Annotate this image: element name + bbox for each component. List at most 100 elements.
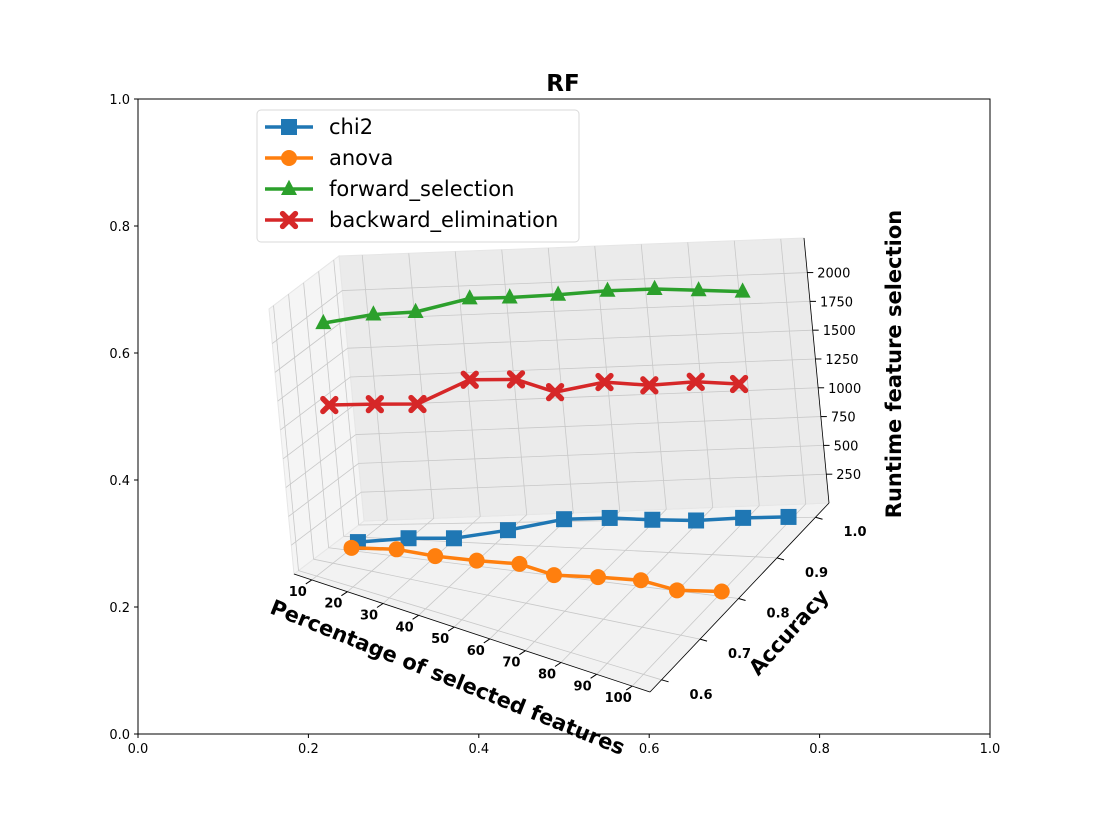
x-tick-label: 50 — [431, 632, 449, 647]
data-point-anova — [427, 548, 444, 565]
x-tick-label: 80 — [538, 668, 556, 683]
grid-line — [273, 305, 299, 571]
data-point-chi2 — [400, 530, 417, 547]
data-point-chi2 — [644, 511, 661, 528]
back-pane — [338, 237, 830, 522]
x-marker-stroke — [320, 395, 339, 415]
bg-y-tick-label: 1.0 — [109, 93, 130, 108]
data-point-anova — [668, 582, 685, 599]
x-tick-label: 30 — [360, 609, 378, 624]
x-tick-mark — [554, 662, 562, 667]
grid-line — [274, 319, 346, 373]
grid-line — [353, 387, 819, 407]
x-marker-stroke — [506, 370, 526, 389]
data-point-forward-selection — [365, 305, 382, 321]
series-line-anova — [351, 546, 722, 594]
z-tick-label: 250 — [836, 468, 861, 483]
data-point-backward-elimination — [595, 372, 614, 392]
data-point-forward-selection — [550, 285, 567, 301]
data-point-anova — [713, 583, 730, 600]
z-axis-label: Runtime feature selection — [882, 210, 906, 518]
legend-marker-backward-elimination — [279, 210, 299, 230]
data-point-chi2 — [445, 530, 462, 547]
y-tick-mark — [776, 557, 785, 561]
series-forward-selection — [315, 279, 751, 330]
z-tick-label: 750 — [831, 411, 856, 426]
series-line-backward-elimination — [329, 377, 740, 407]
bg-x-tick-label: 0.2 — [298, 742, 319, 757]
legend-marker-chi2 — [281, 119, 297, 135]
grid-line — [453, 512, 574, 628]
x-marker-stroke — [408, 394, 427, 414]
grid-line — [361, 473, 827, 493]
series-group — [315, 279, 797, 600]
data-point-chi2 — [499, 522, 516, 539]
legend-box — [256, 109, 580, 243]
legend: chi2 anova forward_selection backward_elimi… — [256, 109, 580, 243]
grid-line — [408, 253, 435, 519]
bg-x-tick-label: 0.4 — [468, 742, 489, 757]
background-y-ticks: 0.0 0.2 0.4 0.6 0.8 1.0 — [109, 93, 138, 743]
x-tick-label: 20 — [324, 597, 342, 612]
x-marker-stroke — [640, 376, 659, 395]
grid-line — [547, 247, 574, 513]
data-point-forward-selection — [734, 282, 751, 298]
data-point-backward-elimination — [408, 394, 427, 414]
z-tick-label: 1000 — [828, 382, 861, 397]
data-point-backward-elimination — [506, 370, 526, 389]
legend-marker-forward-selection — [281, 179, 297, 195]
legend-label-anova: anova — [329, 146, 393, 170]
grid-line — [733, 240, 760, 506]
bg-x-tick-label: 0.8 — [809, 742, 830, 757]
bg-y-tick-label: 0.8 — [109, 220, 130, 235]
data-point-backward-elimination — [320, 395, 339, 415]
legend-label-forward-selection: forward_selection — [329, 177, 514, 202]
series-line-chi2 — [357, 515, 789, 544]
data-point-forward-selection — [690, 281, 707, 297]
data-point-chi2 — [780, 508, 797, 525]
grid-line — [288, 463, 359, 517]
bg-y-tick-label: 0.6 — [109, 347, 130, 362]
axis-line — [293, 573, 651, 693]
y-tick-mark — [738, 598, 746, 601]
grid-line — [347, 517, 435, 593]
data-point-forward-selection — [599, 281, 616, 297]
grid-line — [350, 358, 816, 378]
data-point-chi2 — [688, 512, 705, 529]
legend-label-backward-elimination: backward_elimination — [329, 208, 558, 233]
axis-line — [803, 237, 830, 504]
grid-line — [285, 434, 357, 488]
bg-x-tick-label: 0.6 — [639, 742, 660, 757]
grid-line — [280, 376, 351, 431]
grid-line — [282, 405, 354, 460]
data-point-forward-selection — [315, 313, 332, 330]
series-chi2 — [349, 508, 797, 551]
z-tick-label: 1250 — [825, 353, 858, 368]
data-point-backward-elimination — [686, 372, 705, 391]
x-marker-stroke — [686, 372, 705, 391]
x-tick-mark — [412, 614, 419, 620]
x-tick-mark — [447, 626, 455, 632]
x-tick-mark — [590, 673, 597, 679]
data-point-backward-elimination — [545, 382, 565, 402]
y-tick-label: 0.9 — [805, 566, 828, 581]
bg-x-tick-label: 0.0 — [128, 742, 149, 757]
series-backward-elimination — [320, 370, 749, 415]
x-marker-stroke — [279, 210, 299, 230]
data-point-forward-selection — [646, 279, 663, 295]
x-tick-mark — [483, 638, 491, 644]
data-point-chi2 — [601, 509, 618, 526]
y-tick-mark — [815, 516, 823, 520]
grid-line — [291, 491, 362, 546]
x-tick-label: 40 — [396, 620, 414, 635]
x-tick-label: 100 — [605, 691, 632, 706]
legend-label-chi2: chi2 — [329, 115, 373, 139]
x-tick-label: 90 — [574, 679, 592, 694]
x-marker-stroke — [595, 372, 614, 392]
x-tick-label: 70 — [502, 656, 520, 671]
data-point-anova — [511, 555, 528, 572]
z-tick-label: 500 — [834, 439, 859, 454]
x-tick-label: 60 — [467, 644, 485, 659]
x-tick-label: 10 — [289, 585, 307, 600]
